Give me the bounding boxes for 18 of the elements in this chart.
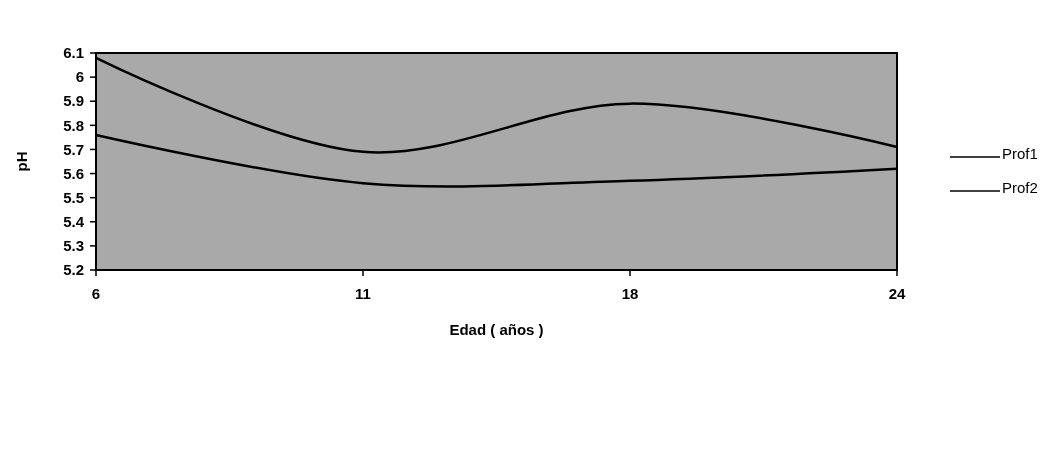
y-axis-title: pH xyxy=(13,151,31,172)
y-tick-label: 5.8 xyxy=(63,116,84,134)
y-tick-label: 5.5 xyxy=(63,188,84,206)
y-tick-label: 5.2 xyxy=(63,261,84,279)
x-tick-label: 18 xyxy=(621,285,639,303)
y-tick-label: 5.4 xyxy=(63,213,85,231)
y-tick-label: 5.9 xyxy=(63,92,84,110)
y-tick-label: 6.1 xyxy=(63,44,84,62)
y-tick-label: 5.6 xyxy=(63,164,84,182)
y-tick-label: 5.7 xyxy=(63,140,84,158)
x-tick-label: 11 xyxy=(355,285,371,303)
x-tick-label: 6 xyxy=(91,285,101,303)
legend-label: Prof1 xyxy=(1002,145,1038,163)
y-tick-label: 5.3 xyxy=(63,237,84,255)
x-axis-title: Edad ( años ) xyxy=(449,321,544,339)
x-tick-label: 24 xyxy=(888,285,906,303)
legend-label: Prof2 xyxy=(1002,179,1038,197)
y-tick-label: 6 xyxy=(75,68,84,86)
